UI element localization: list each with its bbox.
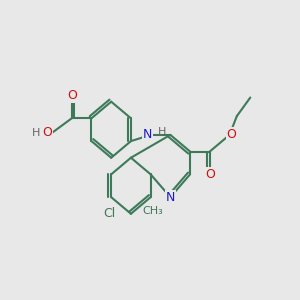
- Text: N: N: [143, 128, 152, 141]
- Text: CH₃: CH₃: [142, 206, 163, 216]
- Text: N: N: [166, 191, 175, 204]
- Text: O: O: [205, 168, 215, 181]
- Text: H: H: [32, 128, 41, 138]
- Text: O: O: [67, 89, 77, 102]
- Text: O: O: [42, 126, 52, 139]
- Text: Cl: Cl: [103, 207, 115, 220]
- Text: H: H: [158, 127, 166, 137]
- Text: O: O: [227, 128, 236, 141]
